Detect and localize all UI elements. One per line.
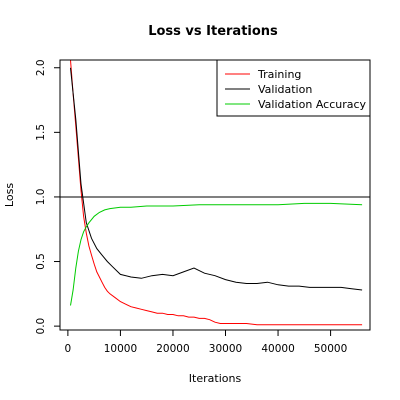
y-tick-label: 0.0 [35,318,47,335]
series-line-validation-accuracy [70,202,363,306]
x-tick-label: 10000 [104,343,137,355]
x-tick-label: 40000 [261,343,294,355]
x-tick-label: 0 [65,343,72,355]
legend-box [216,59,371,117]
y-tick-label: 1.5 [35,124,47,141]
x-axis: 0 10000 20000 30000 40000 50000 [65,329,347,355]
x-axis-label: Iterations [189,372,242,385]
x-tick-label: 30000 [209,343,242,355]
y-axis-label: Loss [3,183,16,207]
series-line-training [70,60,363,326]
x-tick-label: 50000 [314,343,347,355]
plot-series [70,60,363,326]
legend-label-validation: Validation [258,83,312,96]
legend: Training Validation Validation Accuracy [216,59,371,117]
y-tick-label: 2.0 [35,59,47,76]
y-tick-label: 0.5 [35,253,47,270]
y-axis: 0.0 0.5 1.0 1.5 2.0 [35,59,61,335]
legend-label-validation-accuracy: Validation Accuracy [258,98,367,111]
y-tick-label: 1.0 [35,189,47,206]
legend-label-training: Training [257,68,301,81]
chart-title: Loss vs Iterations [148,24,278,39]
x-tick-label: 20000 [156,343,189,355]
series-line-validation [70,67,363,291]
